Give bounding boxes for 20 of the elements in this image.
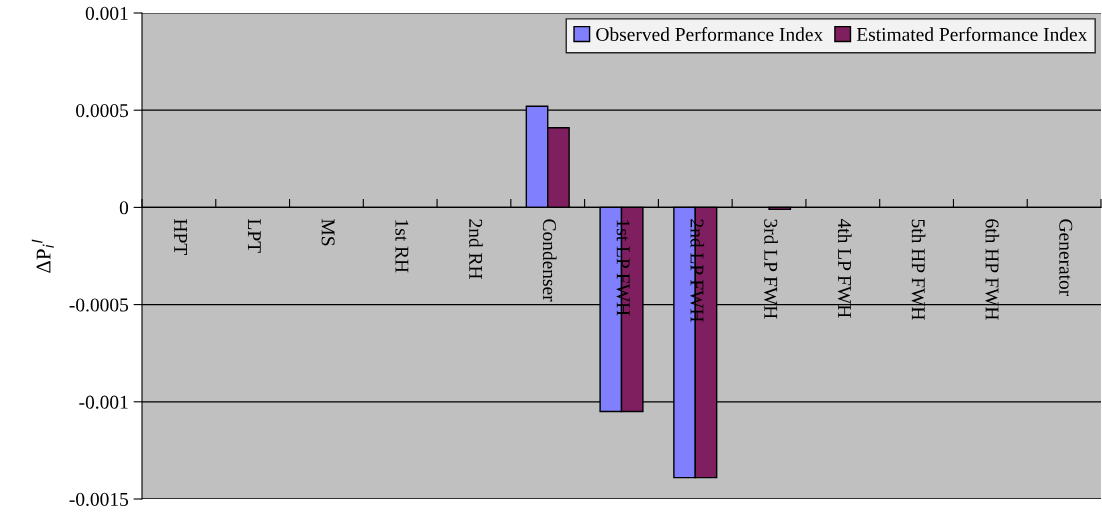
- x-tick-label: 3rd LP FWH: [764, 219, 778, 319]
- x-tick-label: 6th HP FWH: [985, 219, 1000, 320]
- x-tick-label: Generator: [1059, 219, 1073, 297]
- legend-label: Estimated Performance Index: [856, 27, 1088, 41]
- y-tick-label: 0: [119, 201, 129, 215]
- legend-label: Observed Performance Index: [596, 27, 824, 41]
- y-axis-title: ΔP$_{i}$$^{I}$: [31, 239, 54, 273]
- x-tick-label: LPT: [247, 219, 261, 253]
- y-tick-label: -0.001: [79, 395, 128, 409]
- x-tick-label: HPT: [174, 219, 187, 255]
- x-tick-label: 5th HP FWH: [911, 219, 926, 320]
- y-tick-label: 0.001: [85, 6, 128, 21]
- y-tick-label: -0.0005: [69, 298, 129, 312]
- x-tick-label: 1st RH: [395, 220, 409, 273]
- x-tick-label: 4th LP FWH: [837, 218, 852, 318]
- y-tick-label: 0.0005: [76, 104, 129, 118]
- x-tick-label: MS: [321, 219, 335, 246]
- y-tick-label: -0.0015: [69, 492, 129, 507]
- x-tick-label: Condenser: [542, 219, 557, 302]
- x-tick-label: 2nd RH: [469, 219, 483, 279]
